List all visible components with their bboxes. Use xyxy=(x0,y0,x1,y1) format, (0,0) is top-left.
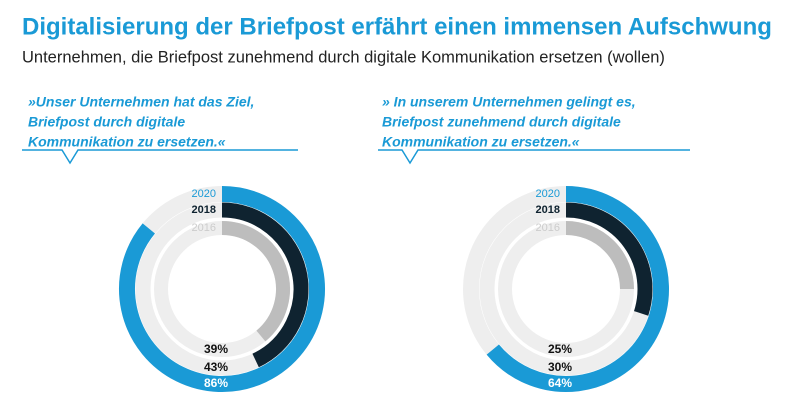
legend-label: 2018 xyxy=(192,204,216,216)
legend-label: 2016 xyxy=(192,222,216,234)
value-label: 25% xyxy=(548,342,572,356)
value-label: 86% xyxy=(204,376,228,390)
page-title: Digitalisierung der Briefpost erfährt ei… xyxy=(22,13,772,40)
ring-bar xyxy=(565,202,653,316)
quote-bracket xyxy=(378,149,690,165)
quote-line: Kommunikation zu ersetzen.« xyxy=(28,134,226,150)
ring-bar xyxy=(221,221,290,342)
legend-label: 2018 xyxy=(536,204,560,216)
quote-line: » In unserem Unternehmen gelingt es, xyxy=(382,94,636,110)
ring-bar xyxy=(565,221,634,290)
quote-line: Kommunikation zu ersetzen.« xyxy=(382,134,580,150)
ring-bar xyxy=(119,186,325,392)
value-label: 64% xyxy=(548,376,572,390)
quote-line: Briefpost durch digitale xyxy=(28,114,185,130)
legend-label: 2020 xyxy=(192,188,216,200)
legend-label: 2020 xyxy=(536,188,560,200)
quote-line: Briefpost zunehmend durch digitale xyxy=(382,114,621,130)
quote-bracket xyxy=(22,149,298,165)
value-label: 43% xyxy=(204,360,228,374)
value-label: 30% xyxy=(548,360,572,374)
ring-bar xyxy=(221,202,309,368)
quote-line: »Unser Unternehmen hat das Ziel, xyxy=(28,94,254,110)
legend-label: 2016 xyxy=(536,222,560,234)
ring-bar xyxy=(486,186,669,392)
page-subtitle: Unternehmen, die Briefpost zunehmend dur… xyxy=(22,48,665,66)
value-label: 39% xyxy=(204,342,228,356)
